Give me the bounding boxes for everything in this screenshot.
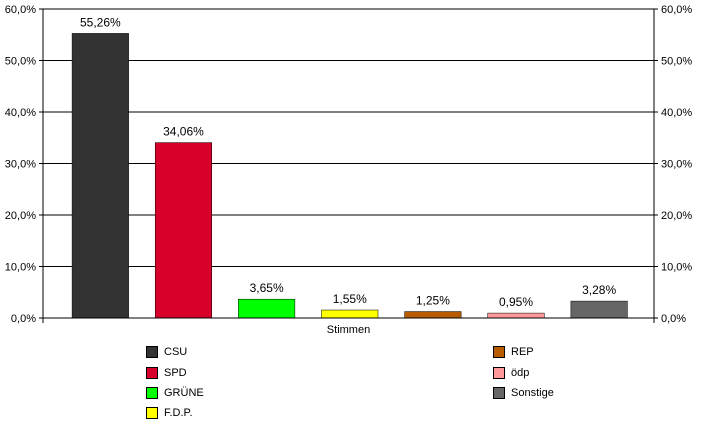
y-tick-label-left: 10,0%: [5, 262, 36, 274]
data-labels: 55,26% 34,06% 3,65% 1,55% 1,25% 0,95% 3,28%: [80, 15, 616, 309]
bars: [71, 33, 628, 319]
y-tick-label-left: 50,0%: [5, 56, 36, 68]
y-tick-label-left: 0,0%: [11, 313, 36, 325]
grid-lines: [43, 8, 654, 267]
y-tick-label-left: 30,0%: [5, 159, 36, 171]
data-label: 3,65%: [250, 281, 284, 295]
data-label: 55,26%: [80, 15, 121, 29]
y-ticks-left: 0,0% 10,0% 20,0% 30,0% 40,0% 50,0% 60,0%: [5, 4, 36, 325]
data-label: 1,55%: [333, 292, 367, 306]
y-tick-label-left: 60,0%: [5, 4, 36, 16]
bar-fdp: [321, 309, 379, 319]
y-ticks-right: 0,0% 10,0% 20,0% 30,0% 40,0% 50,0% 60,0%: [661, 4, 692, 325]
bar-rep: [404, 311, 462, 319]
data-label: 34,06%: [163, 125, 204, 139]
y-tick-label-right: 40,0%: [661, 107, 692, 119]
y-tick-label-right: 0,0%: [661, 313, 686, 325]
y-tick-label-left: 40,0%: [5, 107, 36, 119]
y-tick-label-right: 10,0%: [661, 262, 692, 274]
x-axis-label: Stimmen: [327, 324, 370, 336]
data-label: 3,28%: [582, 283, 616, 297]
data-label: 1,25%: [416, 294, 450, 308]
y-tick-label-right: 30,0%: [661, 159, 692, 171]
bar-sonstige: [570, 300, 628, 319]
y-tick-label-left: 20,0%: [5, 210, 36, 222]
bar-spd: [154, 142, 213, 319]
y-tick-label-right: 50,0%: [661, 56, 692, 68]
bar-ödp: [487, 312, 545, 319]
bar-csu: [71, 33, 129, 319]
y-tick-label-right: 60,0%: [661, 4, 692, 16]
data-label: 0,95%: [499, 295, 533, 309]
axes: [39, 8, 658, 323]
y-tick-label-right: 20,0%: [661, 210, 692, 222]
bar-grüne: [238, 298, 296, 319]
